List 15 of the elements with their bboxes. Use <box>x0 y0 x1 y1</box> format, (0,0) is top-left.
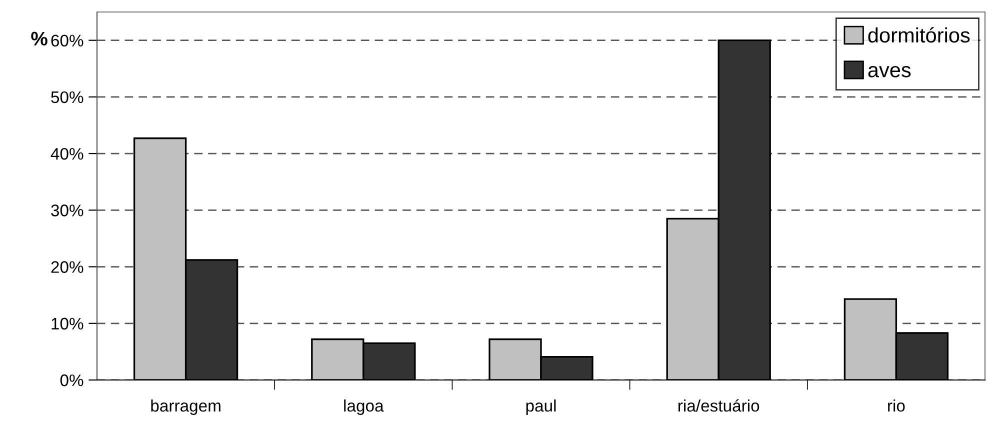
x-tick-label: lagoa <box>344 399 384 415</box>
y-tick-label: 60% <box>51 34 84 47</box>
y-tick-label: 20% <box>51 261 84 273</box>
x-tick-label: ria/estuário <box>678 399 760 412</box>
x-tick-label: paul <box>526 399 556 415</box>
y-tick-label: 30% <box>51 204 84 216</box>
y-tick-label: 10% <box>52 318 84 330</box>
x-tick-label: barragem <box>151 399 220 415</box>
y-axis-title: % <box>31 32 48 46</box>
y-tick-label: 0% <box>60 374 84 386</box>
legend-label: dormitórios <box>868 27 970 43</box>
x-tick-label: rio <box>888 399 905 412</box>
y-tick-label: 50% <box>51 91 84 104</box>
legend-label: aves <box>868 66 911 78</box>
y-tick-label: 40% <box>50 148 84 160</box>
